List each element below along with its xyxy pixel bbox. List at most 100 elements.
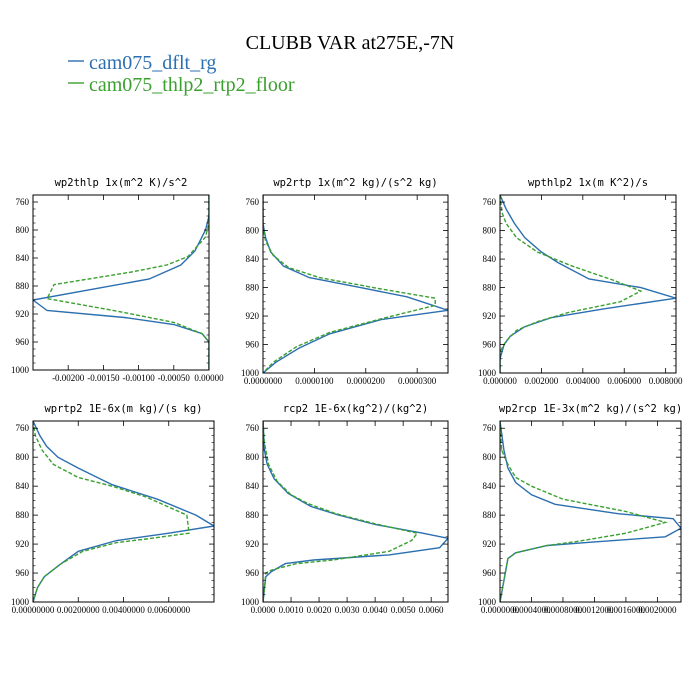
panel-title: wpthlp2 1x(m K^2)/s	[528, 177, 648, 189]
panel-title: wprtp2 1E-6x(m kg)/(s kg)	[44, 403, 202, 415]
figure-title: CLUBB VAR at275E,-7N	[246, 32, 455, 54]
x-tick-label: 0.0016000	[607, 605, 646, 615]
x-tick-label: 0.0000000	[481, 605, 520, 615]
y-tick-label: 1000	[241, 368, 260, 378]
panel-title: wp2rtp 1x(m^2 kg)/(s^2 kg)	[273, 177, 437, 189]
panel-4: wprtp2 1E-6x(m kg)/(s kg) 760 800 840 880 920…	[11, 403, 215, 615]
y-tick-label: 880	[16, 281, 30, 291]
plot-frame	[32, 194, 210, 371]
panel-2: wp2rtp 1x(m^2 kg)/(s^2 kg) 760 800 840 880 92…	[241, 177, 449, 386]
y-tick-label: 880	[483, 510, 497, 520]
y-tick-label: 840	[483, 481, 497, 491]
y-tick-label: 840	[246, 254, 260, 264]
x-tick-label: 0.008000	[649, 376, 683, 386]
x-tick-label: 0.0030	[335, 605, 360, 615]
x-tick-label: 0.00200000	[57, 605, 100, 615]
x-tick-label: 0.0000	[251, 605, 276, 615]
x-tick-label: 0.0050	[391, 605, 416, 615]
y-tick-label: 920	[246, 539, 260, 549]
panel-1: wp2thlp 1x(m^2 K)/s^2 760 800 840 880 920 960 1…	[11, 177, 224, 383]
y-tick-label: 960	[246, 340, 260, 350]
legend-label-series2: cam075_thlp2_rtp2_floor	[89, 74, 295, 96]
series-line-1	[33, 421, 214, 602]
y-tick-label: 1000	[11, 597, 30, 607]
x-tick-label: 0.0000300	[398, 376, 437, 386]
x-tick-label: -0.00100	[122, 373, 155, 383]
x-tick-label: 0.00000000	[12, 605, 55, 615]
x-tick-label: 0.0020	[307, 605, 332, 615]
y-tick-label: 760	[483, 423, 497, 433]
x-tick-label: 0.0000100	[295, 376, 334, 386]
series-line-2	[500, 421, 668, 602]
y-tick-label: 880	[246, 510, 260, 520]
series-line-2	[46, 195, 209, 370]
x-tick-label: -0.00050	[158, 373, 191, 383]
y-tick-label: 840	[16, 253, 30, 263]
x-tick-label: -0.00200	[52, 373, 85, 383]
plot-frame	[499, 194, 677, 374]
x-tick-label: 0.00400000	[102, 605, 145, 615]
y-tick-label: 760	[246, 197, 260, 207]
x-tick-label: 0.00600000	[147, 605, 190, 615]
x-tick-label: 0.0000200	[347, 376, 386, 386]
plot-frame	[499, 420, 682, 603]
y-tick-label: 1000	[241, 597, 260, 607]
x-tick-label: 0.0000000	[244, 376, 283, 386]
y-tick-label: 1000	[478, 368, 497, 378]
series-line-2	[33, 421, 190, 602]
y-tick-label: 800	[483, 226, 497, 236]
series-line-1	[263, 421, 448, 602]
x-tick-label: 0.000000	[483, 376, 517, 386]
y-tick-label: 920	[246, 311, 260, 321]
x-tick-label: 0.004000	[566, 376, 600, 386]
x-tick-label: -0.00150	[87, 373, 120, 383]
y-tick-label: 960	[483, 568, 497, 578]
x-tick-label: 0.0020000	[638, 605, 677, 615]
y-tick-label: 920	[483, 539, 497, 549]
y-tick-label: 920	[16, 539, 30, 549]
y-tick-label: 960	[16, 337, 30, 347]
plot-frame	[262, 194, 449, 374]
panel-5: rcp2 1E-6x(kg^2)/(kg^2) 760 800 840 880 920 96…	[241, 403, 449, 615]
x-tick-label: 0.0040	[363, 605, 388, 615]
y-tick-label: 840	[483, 254, 497, 264]
legend-label-series1: cam075_dflt_rg	[89, 52, 216, 74]
y-tick-label: 920	[483, 311, 497, 321]
x-tick-label: 0.0060	[419, 605, 444, 615]
panel-6: wp2rcp 1E-3x(m^2 kg)/(s^2 kg)760 800 840 88…	[478, 403, 682, 615]
y-tick-label: 880	[483, 283, 497, 293]
y-tick-label: 920	[16, 309, 30, 319]
series-line-2	[263, 421, 419, 602]
series-line-1	[263, 195, 448, 373]
y-tick-label: 960	[246, 568, 260, 578]
y-tick-label: 1000	[11, 365, 30, 375]
y-tick-label: 840	[16, 481, 30, 491]
panel-title: rcp2 1E-6x(kg^2)/(kg^2)	[283, 403, 428, 415]
x-tick-label: 0.0012000	[575, 605, 614, 615]
plot-frame	[262, 420, 449, 603]
series-line-2	[263, 195, 436, 373]
panel-3: wpthlp2 1x(m K^2)/s 760 800 840 880 920 960 100…	[478, 177, 683, 386]
series-line-1	[33, 195, 209, 370]
y-tick-label: 880	[246, 283, 260, 293]
x-tick-label: 0.006000	[607, 376, 641, 386]
y-tick-label: 800	[16, 452, 30, 462]
y-tick-label: 760	[16, 197, 30, 207]
y-tick-label: 880	[16, 510, 30, 520]
y-tick-label: 800	[16, 225, 30, 235]
x-tick-label: 0.002000	[525, 376, 559, 386]
panel-title: wp2thlp 1x(m^2 K)/s^2	[55, 177, 188, 189]
y-tick-label: 960	[483, 340, 497, 350]
y-tick-label: 960	[16, 568, 30, 578]
x-tick-label: 0.0008000	[544, 605, 583, 615]
series-line-2	[500, 195, 643, 373]
x-tick-label: 0.0004000	[512, 605, 551, 615]
y-tick-label: 760	[246, 423, 260, 433]
y-tick-label: 840	[246, 481, 260, 491]
y-tick-label: 800	[246, 226, 260, 236]
x-tick-label: 0.00000	[194, 373, 224, 383]
y-tick-label: 800	[246, 452, 260, 462]
y-tick-label: 760	[16, 423, 30, 433]
series-line-1	[500, 195, 676, 373]
